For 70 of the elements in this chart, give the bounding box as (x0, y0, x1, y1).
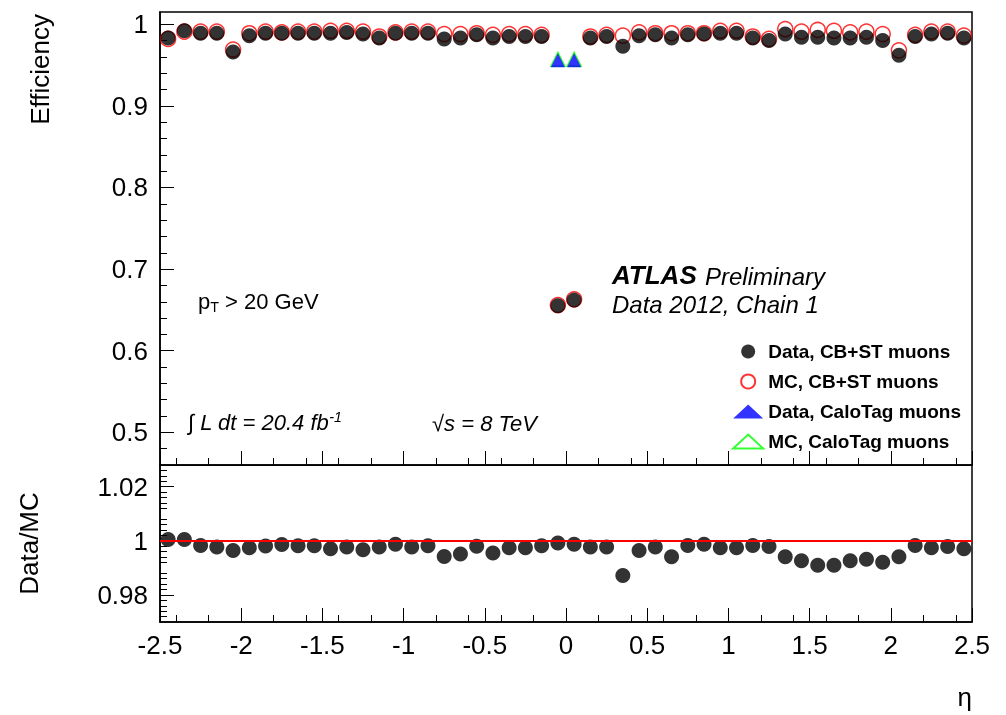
point (810, 557, 826, 573)
point (631, 543, 647, 559)
point (452, 546, 468, 562)
y-axis-title: Data/MC (14, 492, 44, 595)
x-tick-label: 2 (883, 630, 899, 660)
annotation: ATLAS (611, 260, 698, 290)
x-axis-title: η (957, 682, 972, 712)
y-tick-label: 0.6 (111, 335, 148, 366)
x-tick-label: -2 (229, 630, 253, 660)
point (452, 30, 468, 46)
legend-label: MC, CaloTag muons (768, 431, 950, 452)
annotation: √s = 8 TeV (432, 410, 540, 436)
point (826, 557, 842, 573)
point (712, 540, 728, 556)
point (631, 28, 647, 44)
y-tick-label: 0.7 (111, 254, 148, 285)
y-tick-label: 1 (133, 9, 148, 40)
x-tick-label: -0.5 (462, 630, 508, 660)
point (501, 540, 517, 556)
point (485, 545, 501, 561)
point (842, 553, 858, 569)
point (615, 38, 631, 54)
x-tick-label: -1.5 (299, 630, 345, 660)
point (225, 543, 241, 559)
point (323, 541, 339, 557)
point (891, 549, 907, 565)
y-tick-label: 0.5 (111, 417, 148, 448)
y-tick-label: 1.02 (97, 471, 148, 502)
y-axis-title: Efficiency (25, 14, 55, 125)
y-tick-label: 0.98 (97, 579, 148, 610)
point (241, 540, 257, 556)
point (875, 33, 891, 49)
x-tick-label: 2.5 (953, 630, 991, 660)
point (956, 541, 972, 557)
point (842, 30, 858, 46)
point (826, 30, 842, 46)
point (436, 31, 452, 47)
x-tick-label: 0.5 (629, 630, 666, 660)
x-tick-label: -2.5 (137, 630, 183, 660)
legend-label: MC, CB+ST muons (768, 371, 939, 392)
y-tick-label: 1 (133, 525, 148, 556)
annotation: Data 2012, Chain 1 (612, 290, 819, 318)
point (794, 553, 809, 569)
point (355, 542, 371, 558)
y-tick-label: 0.8 (111, 172, 148, 203)
point (923, 540, 939, 556)
x-tick-label: 1 (721, 630, 736, 660)
point (485, 30, 501, 46)
point (777, 549, 793, 565)
point (810, 29, 826, 45)
x-tick-label: -1 (392, 630, 416, 660)
point (517, 540, 533, 556)
point (615, 567, 631, 583)
annotation: Preliminary (705, 262, 828, 290)
point (729, 540, 745, 556)
x-tick-label: 0 (558, 630, 574, 660)
legend-label: Data, CB+ST muons (768, 341, 951, 362)
point (777, 26, 793, 42)
point (436, 549, 452, 564)
point (664, 30, 680, 46)
x-tick-label: 1.5 (791, 630, 828, 660)
point (664, 549, 680, 565)
legend-label: Data, CaloTag muons (768, 401, 961, 422)
point (614, 27, 632, 44)
y-tick-label: 0.9 (111, 90, 148, 121)
point (858, 29, 874, 45)
point (891, 47, 907, 63)
point (875, 554, 891, 570)
point (858, 551, 874, 567)
point (794, 29, 809, 45)
